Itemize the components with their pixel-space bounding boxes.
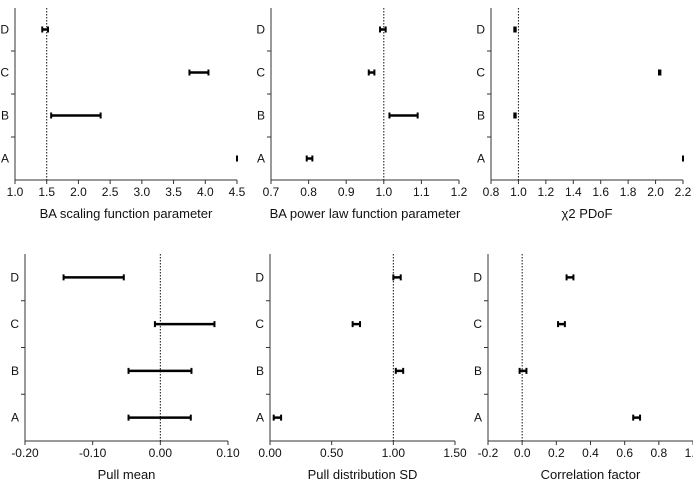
interval-C <box>153 321 216 328</box>
interval-A <box>272 414 283 421</box>
x-tick-label: 1.4 <box>565 185 582 199</box>
x-tick-label: 0.2 <box>548 446 565 460</box>
x-tick-label: 1.0 <box>7 185 24 199</box>
interval-A <box>305 155 314 162</box>
interval-D <box>565 274 575 281</box>
chart-panel-1: 1.0 1.5 2.0 2.5 3.0 3.5 4.0 4.5 A B C D BA scaling f… <box>0 8 246 221</box>
interval-B <box>518 367 528 374</box>
x-tick-label: 0.8 <box>483 185 500 199</box>
y-tick-label: C <box>10 317 19 331</box>
chart-panel-5: 0.00 0.50 1.00 1.50 A B C D Pull distribution SD <box>255 254 467 482</box>
interval-D <box>62 274 125 281</box>
y-tick-label: C <box>256 66 265 80</box>
y-tick-label: B <box>477 109 485 123</box>
x-tick-label: 2.2 <box>675 185 692 199</box>
y-tick-label: C <box>476 66 485 80</box>
y-tick-label: A <box>11 411 19 425</box>
x-axis-label: BA scaling function parameter <box>40 206 213 221</box>
x-tick-label: 1.8 <box>620 185 637 199</box>
interval-C <box>188 69 210 76</box>
interval-A <box>632 414 642 421</box>
x-tick-label: 4.0 <box>197 185 214 199</box>
interval-D <box>392 274 402 281</box>
x-tick-label: 2.0 <box>647 185 664 199</box>
x-tick-label: 0.6 <box>616 446 633 460</box>
interval-B <box>50 112 102 119</box>
interval-B <box>513 112 517 119</box>
x-tick-label: 0.8 <box>650 446 667 460</box>
y-tick-label: B <box>11 364 19 378</box>
x-tick-label: 0.4 <box>582 446 599 460</box>
x-tick-label: 0.0 <box>514 446 531 460</box>
y-tick-label: A <box>474 411 482 425</box>
x-tick-label: 3.5 <box>165 185 182 199</box>
interval-D <box>41 26 49 33</box>
chart-panel-4: -0.20 -0.10 0.00 0.10 A B C D Pull mean <box>10 254 240 482</box>
y-tick-label: B <box>257 109 265 123</box>
x-tick-label: 1.5 <box>38 185 55 199</box>
interval-D <box>513 26 517 33</box>
y-tick-label: D <box>256 23 265 37</box>
chart-panel-3: 0.8 1.0 1.2 1.4 1.6 1.8 2.0 2.2 A B C Dχ2 PDoF <box>476 8 692 221</box>
x-tick-label: 1.2 <box>538 185 555 199</box>
y-tick-label: C <box>473 317 482 331</box>
y-tick-label: D <box>10 270 19 284</box>
x-tick-label: -0.2 <box>478 446 499 460</box>
chart-panel-2: 0.7 0.8 0.9 1.0 1.1 1.2 A B C D BA power law funct… <box>256 8 468 221</box>
y-tick-label: D <box>476 23 485 37</box>
interval-B <box>127 367 193 374</box>
x-tick-label: 1.2 <box>451 185 468 199</box>
x-tick-label: 1.6 <box>592 185 609 199</box>
x-tick-label: 1.00 <box>382 446 406 460</box>
x-tick-label: 0.00 <box>149 446 173 460</box>
x-tick-label: 0.50 <box>320 446 344 460</box>
interval-C <box>351 321 362 328</box>
y-tick-label: A <box>477 152 485 166</box>
interval-C <box>557 321 566 328</box>
y-tick-label: B <box>256 364 264 378</box>
x-tick-label: 0.00 <box>258 446 282 460</box>
y-tick-label: A <box>257 152 265 166</box>
y-tick-label: B <box>1 109 9 123</box>
x-tick-label: -0.20 <box>11 446 39 460</box>
x-axis-label: Pull mean <box>98 467 156 482</box>
interval-C <box>658 69 662 76</box>
y-tick-label: D <box>0 23 9 37</box>
x-tick-label: -0.10 <box>79 446 107 460</box>
x-tick-label: 0.7 <box>263 185 280 199</box>
x-axis-label: Pull distribution SD <box>308 467 418 482</box>
x-tick-label: 1.50 <box>443 446 467 460</box>
interval-B <box>394 367 405 374</box>
x-tick-label: 0.9 <box>338 185 355 199</box>
x-tick-label: 2.0 <box>70 185 87 199</box>
chart-panel-6: -0.2 0.0 0.2 0.4 0.6 0.8 1.0 A B C D Correlation fa… <box>473 254 693 482</box>
x-tick-label: 2.5 <box>102 185 119 199</box>
interval-D <box>379 26 387 33</box>
x-axis-label: Correlation factor <box>541 467 641 482</box>
x-tick-label: 4.5 <box>229 185 246 199</box>
x-tick-label: 1.0 <box>685 446 693 460</box>
y-tick-label: C <box>255 317 264 331</box>
x-tick-label: 3.0 <box>134 185 151 199</box>
y-tick-label: C <box>0 66 9 80</box>
interval-B <box>388 112 419 119</box>
y-tick-label: D <box>255 270 264 284</box>
interval-A <box>127 414 192 421</box>
x-axis-label: BA power law function parameter <box>270 206 461 221</box>
y-tick-label: A <box>256 411 264 425</box>
x-tick-label: 0.10 <box>216 446 240 460</box>
y-tick-label: D <box>473 270 482 284</box>
x-tick-label: 0.8 <box>300 185 317 199</box>
x-axis-label: χ2 PDoF <box>562 206 613 221</box>
x-tick-label: 1.1 <box>413 185 430 199</box>
x-tick-label: 1.0 <box>510 185 527 199</box>
interval-C <box>367 69 376 76</box>
x-tick-label: 1.0 <box>375 185 392 199</box>
y-tick-label: A <box>1 152 9 166</box>
y-tick-label: B <box>474 364 482 378</box>
